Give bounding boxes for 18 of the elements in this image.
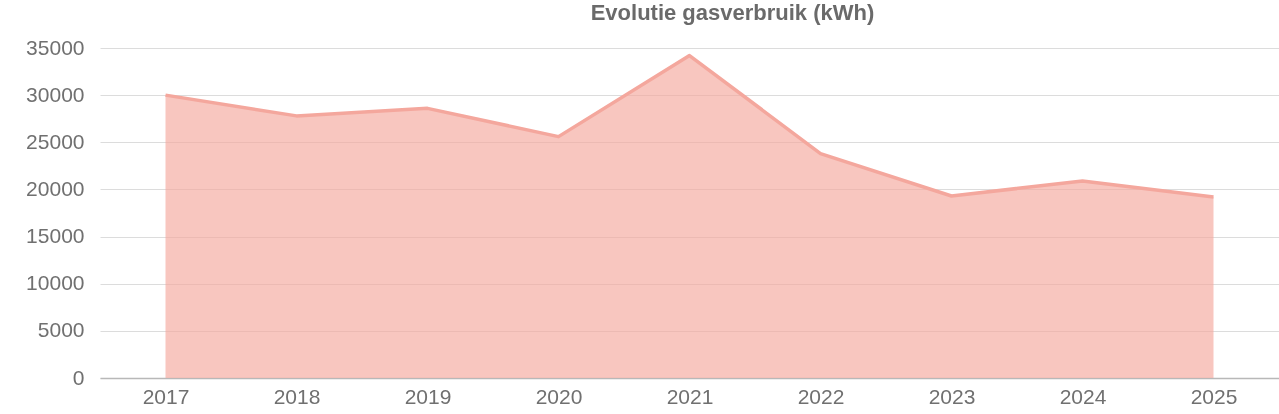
x-tick-label: 2025 <box>1190 384 1238 408</box>
y-tick-label: 25000 <box>26 129 85 153</box>
x-tick-label: 2024 <box>1059 384 1107 408</box>
x-tick-label: 2020 <box>535 384 583 408</box>
y-tick-label: 5000 <box>37 318 85 342</box>
x-tick-label: 2019 <box>404 384 452 408</box>
y-tick-label: 15000 <box>26 224 85 248</box>
y-tick-label: 20000 <box>26 176 85 200</box>
x-tick-label: 2021 <box>666 384 714 408</box>
x-tick-label: 2018 <box>273 384 321 408</box>
x-tick-label: 2022 <box>797 384 845 408</box>
y-tick-label: 35000 <box>26 35 85 59</box>
x-tick-label: 2023 <box>928 384 976 408</box>
x-tick-label: 2017 <box>142 384 190 408</box>
chart-title: Evolutie gasverbruik (kWh) <box>590 0 875 25</box>
y-tick-label: 30000 <box>26 82 85 106</box>
y-tick-label: 10000 <box>26 271 85 295</box>
y-tick-label: 0 <box>72 365 85 389</box>
